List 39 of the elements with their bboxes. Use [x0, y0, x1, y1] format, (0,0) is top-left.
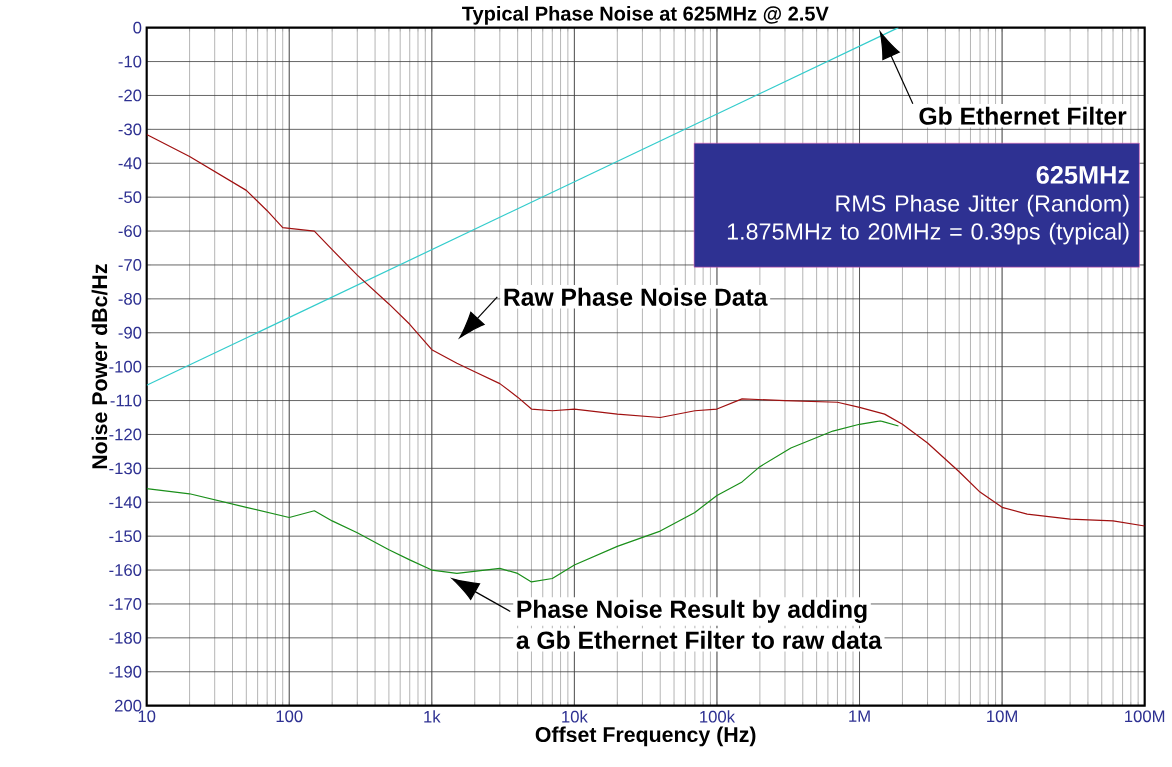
x-tick-label: 100M: [1125, 710, 1165, 723]
y-axis-title: Noise Power dBc/Hz: [91, 264, 108, 469]
y-tick-label: -30: [118, 123, 142, 136]
x-tick-label: 1M: [849, 710, 870, 723]
y-tick-label: -40: [118, 157, 142, 170]
y-tick-label: -20: [118, 89, 142, 102]
annotation: Phase Noise Result by adding: [517, 600, 867, 624]
annotation: 625MHz: [1036, 166, 1130, 185]
y-tick-label: -120: [109, 428, 142, 441]
annotation: 1.875MHz to 20MHz = 0.39ps (typical): [727, 222, 1129, 245]
y-tick-label: -80: [118, 293, 142, 305]
x-tick-label: 1k: [424, 710, 441, 723]
annotation: Raw Phase Noise Data: [504, 287, 768, 307]
y-tick-label: -90: [118, 327, 142, 339]
y-tick-label: -110: [110, 394, 142, 407]
y-tick-label: -180: [109, 632, 142, 644]
y-tick-label: -170: [109, 598, 142, 611]
x-tick-label: 100k: [700, 710, 736, 723]
x-tick-label: 10M: [987, 710, 1017, 723]
y-tick-label: -150: [109, 530, 142, 543]
chart-title: Typical Phase Noise at 625MHz @ 2.5V: [462, 6, 829, 25]
x-axis-title: Offset Frequency (Hz): [535, 726, 756, 747]
x-tick-label: 10k: [562, 710, 588, 723]
x-tick-label: 100: [276, 710, 303, 723]
annotation: RMS Phase Jitter (Random): [836, 194, 1129, 217]
annotation: Gb Ethernet Filter: [919, 106, 1127, 126]
annotation: a Gb Ethernet Filter to raw data: [516, 631, 882, 650]
y-tick-label: 200: [114, 699, 142, 712]
y-tick-label: -130: [109, 462, 142, 475]
y-tick-label: -70: [118, 259, 142, 272]
y-tick-label: -100: [109, 360, 142, 373]
x-tick-label: 10: [138, 710, 156, 723]
y-tick-label: -60: [118, 225, 142, 238]
y-tick-label: 0: [133, 21, 142, 34]
y-tick-label: -160: [109, 564, 142, 577]
y-tick-label: -50: [118, 191, 142, 204]
y-tick-label: -140: [109, 496, 142, 509]
y-tick-label: -190: [109, 666, 142, 678]
y-tick-label: -10: [118, 55, 142, 68]
